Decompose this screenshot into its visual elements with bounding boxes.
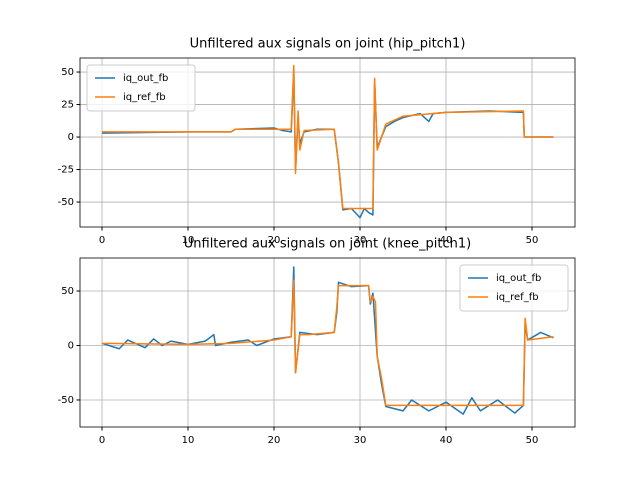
y-tick-label: 50 [61,67,74,78]
x-tick-label: 50 [526,435,539,446]
plot-frame [79,257,576,428]
y-tick-label: -50 [58,197,74,208]
chart-title: Unfiltered aux signals on joint (hip_pit… [190,37,466,52]
legend-label: iq_ref_fb [496,292,539,303]
x-tick-label: 0 [99,435,105,446]
legend-box [459,264,569,312]
y-tick-label: 50 [61,286,74,297]
legend-label: iq_ref_fb [123,92,166,103]
series-line [102,64,554,210]
x-tick-label: 10 [182,235,195,246]
chart-title: Unfiltered aux signals on joint (knee_pi… [184,237,471,252]
x-tick-label: 20 [268,235,281,246]
x-tick-label: 50 [526,235,539,246]
x-tick-label: 30 [354,235,367,246]
y-tick-label: -25 [58,165,74,176]
x-tick-label: 0 [99,235,105,246]
plot-frame [79,57,576,228]
legend-label: iq_out_fb [123,73,168,84]
x-tick-label: 10 [182,435,195,446]
legend-box [86,64,196,112]
series-line [102,279,554,407]
y-tick-label: 25 [61,100,74,111]
x-tick-label: 30 [354,435,367,446]
x-tick-label: 20 [268,435,281,446]
x-tick-label: 40 [440,235,453,246]
legend-label: iq_out_fb [496,273,541,284]
y-tick-label: 0 [68,340,74,351]
x-tick-label: 40 [440,435,453,446]
y-tick-label: -50 [58,395,74,406]
series-line [102,71,554,219]
y-tick-label: 0 [68,132,74,143]
